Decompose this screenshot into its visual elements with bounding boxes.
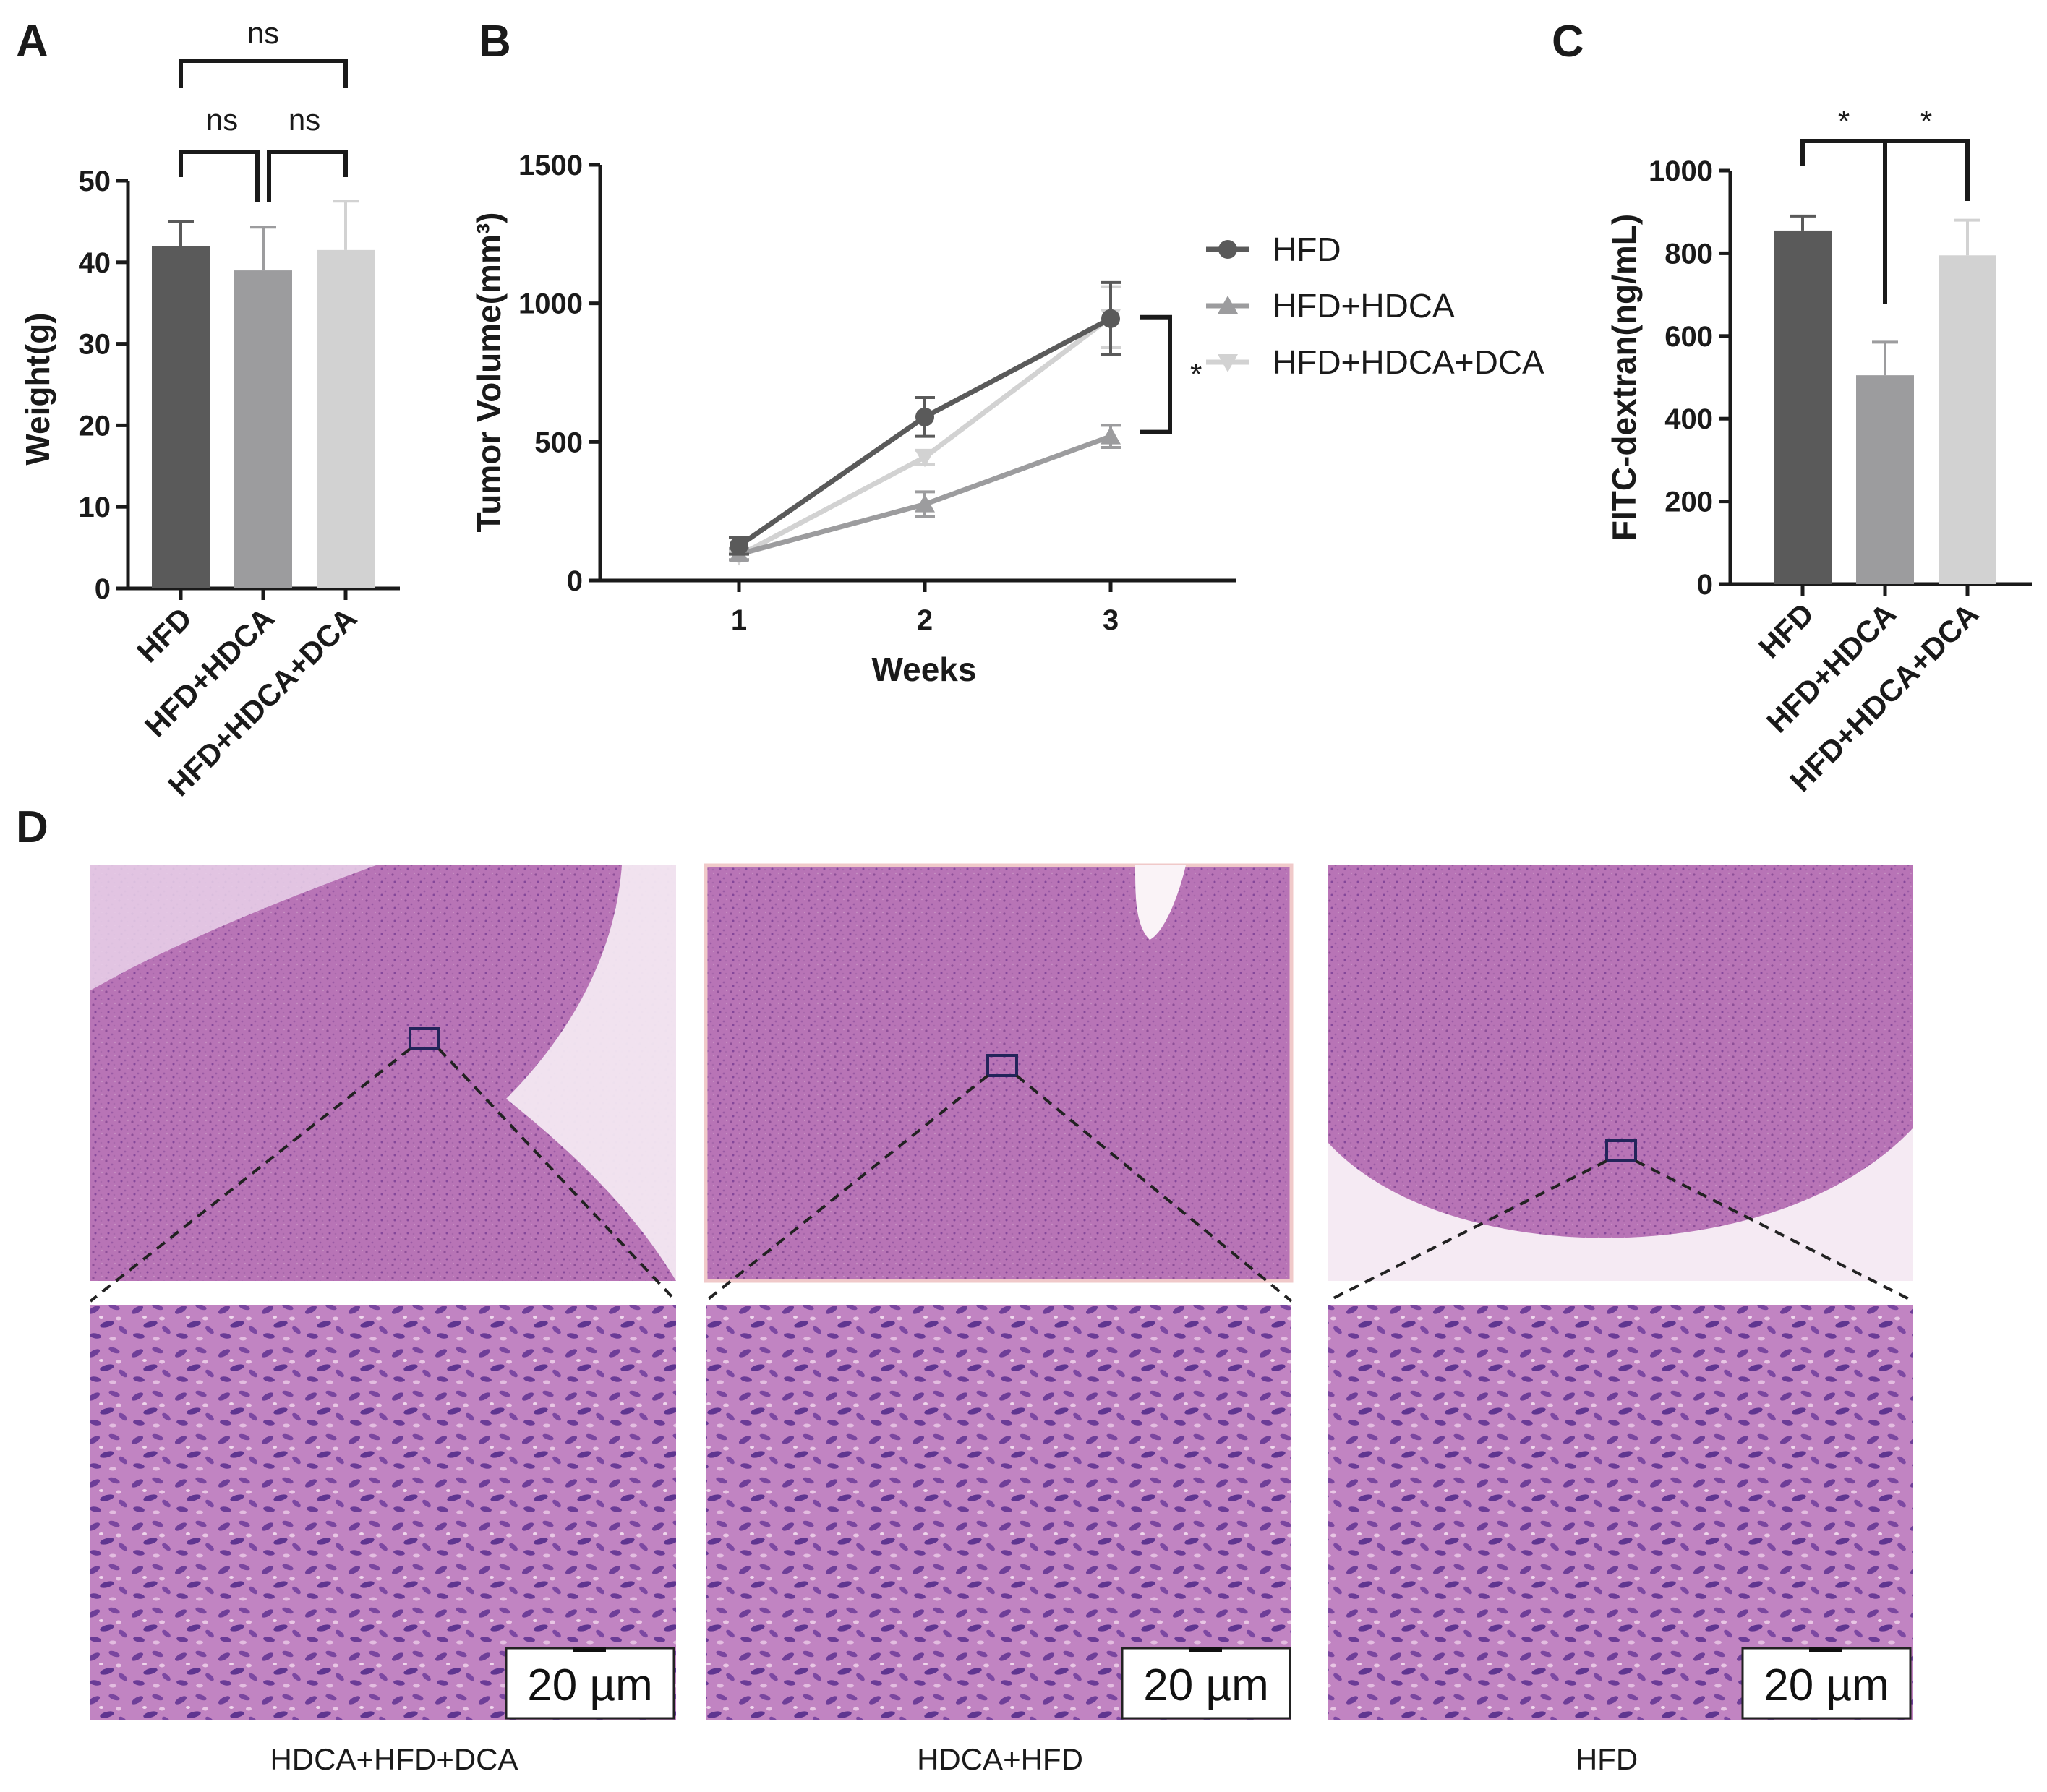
histology-low-1 <box>90 865 676 1281</box>
chart-c-significance: * * <box>1800 104 1970 304</box>
chart-a-y-tick-label: 0 <box>95 573 111 605</box>
chart-b-legend-label: HFD+HDCA+DCA <box>1273 343 1544 381</box>
chart-a-significance-bracket <box>179 59 348 88</box>
chart-a-bars <box>152 200 375 588</box>
scale-bar-label-2: 20 µm <box>1143 1660 1269 1710</box>
chart-c-significance-label: * <box>1920 104 1932 138</box>
chart-b-x-tick-label: 3 <box>1103 604 1119 636</box>
histology-high-2: 20 µm <box>706 1305 1291 1720</box>
chart-c-bars <box>1774 214 1996 584</box>
chart-a-y-tick-label: 30 <box>79 329 111 361</box>
chart-b-point <box>915 494 935 513</box>
chart-b-y-tick-label: 0 <box>567 565 583 597</box>
chart-b-y-tick-label: 1000 <box>518 288 583 320</box>
scale-bar-label-3: 20 µm <box>1764 1660 1889 1710</box>
panel-label-b: B <box>479 17 511 67</box>
chart-a-significance: ns ns ns <box>179 16 348 202</box>
chart-a-y-tick-label: 50 <box>79 166 111 197</box>
chart-a-bar <box>152 246 210 588</box>
histology-low-3 <box>1328 865 1913 1281</box>
chart-b-legend-marker <box>1218 354 1238 372</box>
chart-a-significance-bracket <box>179 150 260 202</box>
histology-low-2 <box>704 863 1294 1283</box>
chart-a-significance-label: ns <box>206 103 238 137</box>
chart-a-significance-label: ns <box>289 103 320 137</box>
chart-c-y-axis-title: FITC-dextran(ng/mL) <box>1605 214 1643 541</box>
panel-label-a: A <box>16 17 48 67</box>
chart-b-significance-bracket <box>1140 314 1172 434</box>
chart-c-y-tick-label: 800 <box>1664 238 1713 270</box>
chart-a-y-axis-title: Weight(g) <box>19 312 56 465</box>
chart-c-y-tick-label: 600 <box>1664 321 1713 353</box>
chart-b-y-axis-title: Tumor Volume(mm³) <box>470 213 508 533</box>
chart-b-legend-label: HFD <box>1273 231 1341 268</box>
chart-b-y-tick-label: 500 <box>534 426 583 458</box>
chart-b-point <box>730 536 748 556</box>
chart-a-y-tick-label: 40 <box>79 247 111 279</box>
scale-bar-label-1: 20 µm <box>527 1660 653 1710</box>
chart-b-x-tick-label: 2 <box>917 604 933 636</box>
chart-a-y-tick-label: 10 <box>79 492 111 523</box>
chart-a-significance-bracket <box>267 150 348 202</box>
chart-b-point <box>915 449 935 468</box>
chart-a-category-label: HFD <box>130 601 198 669</box>
chart-c-category-label: HFD <box>1752 596 1820 664</box>
chart-c: 02004006008001000HFDHFD+HDCAHFD+HDCA+DCA… <box>1605 104 2032 798</box>
histology-caption-2: HDCA+HFD <box>917 1742 1083 1776</box>
chart-b-point <box>915 407 934 426</box>
chart-a-bar <box>234 270 292 588</box>
chart-c-bar <box>1774 230 1832 584</box>
chart-b: 0 500 1000 1500 1 2 3 * HFD HFD+HDCA HFD+HDCA+DC… <box>470 150 1544 688</box>
chart-c-bar <box>1856 375 1914 584</box>
chart-b-y-tick-label: 1500 <box>518 150 583 181</box>
chart-c-y-tick-label: 200 <box>1664 486 1713 518</box>
chart-b-axes: 0 500 1000 1500 1 2 3 <box>518 150 1236 636</box>
chart-c-y-tick-label: 0 <box>1697 569 1713 601</box>
chart-b-legend-label: HFD+HDCA <box>1273 287 1455 325</box>
zoom-connectors <box>89 1047 1914 1303</box>
chart-a-bar <box>317 249 375 588</box>
chart-c-y-tick-label: 1000 <box>1649 155 1713 187</box>
chart-c-y-tick-label: 400 <box>1664 403 1713 435</box>
chart-b-point <box>1101 309 1120 328</box>
chart-b-significance: * <box>1140 314 1202 434</box>
chart-a-significance-label: ns <box>247 16 279 50</box>
chart-b-x-axis-title: Weeks <box>872 651 977 688</box>
chart-b-legend-marker <box>1218 240 1237 259</box>
panel-label-c: C <box>1552 17 1584 67</box>
panel-label-d: D <box>16 802 48 852</box>
chart-b-significance-label: * <box>1190 357 1202 391</box>
chart-b-legend: HFD HFD+HDCA HFD+HDCA+DCA <box>1206 231 1544 381</box>
chart-b-x-tick-label: 1 <box>731 604 747 636</box>
chart-c-bar <box>1939 255 1996 584</box>
histology-high-3: 20 µm <box>1328 1305 1913 1720</box>
chart-b-point <box>1101 426 1121 445</box>
chart-b-series <box>729 280 1121 566</box>
histology-caption-3: HFD <box>1576 1742 1638 1776</box>
histology-high-1: 20 µm <box>90 1305 676 1720</box>
histology-caption-1: HDCA+HFD+DCA <box>270 1742 518 1776</box>
histology-panel: 20 µm 20 µm 20 µm HDCA+HFD+DCA HDCA+HFD … <box>89 863 1914 1776</box>
chart-c-significance-label: * <box>1838 104 1850 138</box>
chart-a-y-tick-label: 20 <box>79 410 111 442</box>
chart-b-legend-marker <box>1218 296 1238 314</box>
